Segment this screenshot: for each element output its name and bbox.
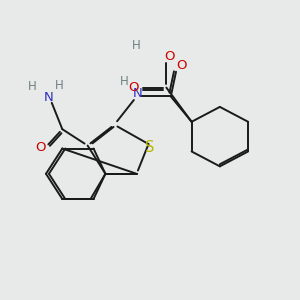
- Text: H: H: [120, 74, 128, 88]
- Text: O: O: [128, 81, 139, 94]
- Text: H: H: [28, 80, 36, 93]
- Text: N: N: [133, 87, 143, 100]
- Text: S: S: [145, 140, 155, 155]
- Text: N: N: [44, 92, 54, 104]
- Text: O: O: [35, 140, 46, 154]
- Text: O: O: [164, 50, 175, 63]
- Text: H: H: [132, 40, 141, 52]
- Text: O: O: [176, 59, 187, 72]
- Text: H: H: [54, 79, 63, 92]
